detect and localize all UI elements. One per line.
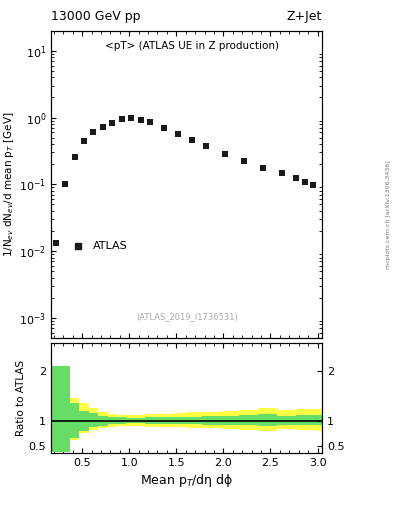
Y-axis label: 1/N$_{ev}$ dN$_{ev}$/d mean p$_{T}$ [GeV]: 1/N$_{ev}$ dN$_{ev}$/d mean p$_{T}$ [GeV… xyxy=(2,112,17,257)
Text: Z+Jet: Z+Jet xyxy=(287,10,322,23)
Y-axis label: Ratio to ATLAS: Ratio to ATLAS xyxy=(16,360,26,436)
Text: <pT> (ATLAS UE in Z production): <pT> (ATLAS UE in Z production) xyxy=(105,41,279,52)
Text: ATLAS: ATLAS xyxy=(93,241,128,251)
Text: (ATLAS_2019_I1736531): (ATLAS_2019_I1736531) xyxy=(136,312,237,321)
Text: 13000 GeV pp: 13000 GeV pp xyxy=(51,10,141,23)
Text: mcplots.cern.ch [arXiv:1306.3436]: mcplots.cern.ch [arXiv:1306.3436] xyxy=(386,161,391,269)
X-axis label: Mean p$_{T}$/dη dϕ: Mean p$_{T}$/dη dϕ xyxy=(140,472,233,489)
